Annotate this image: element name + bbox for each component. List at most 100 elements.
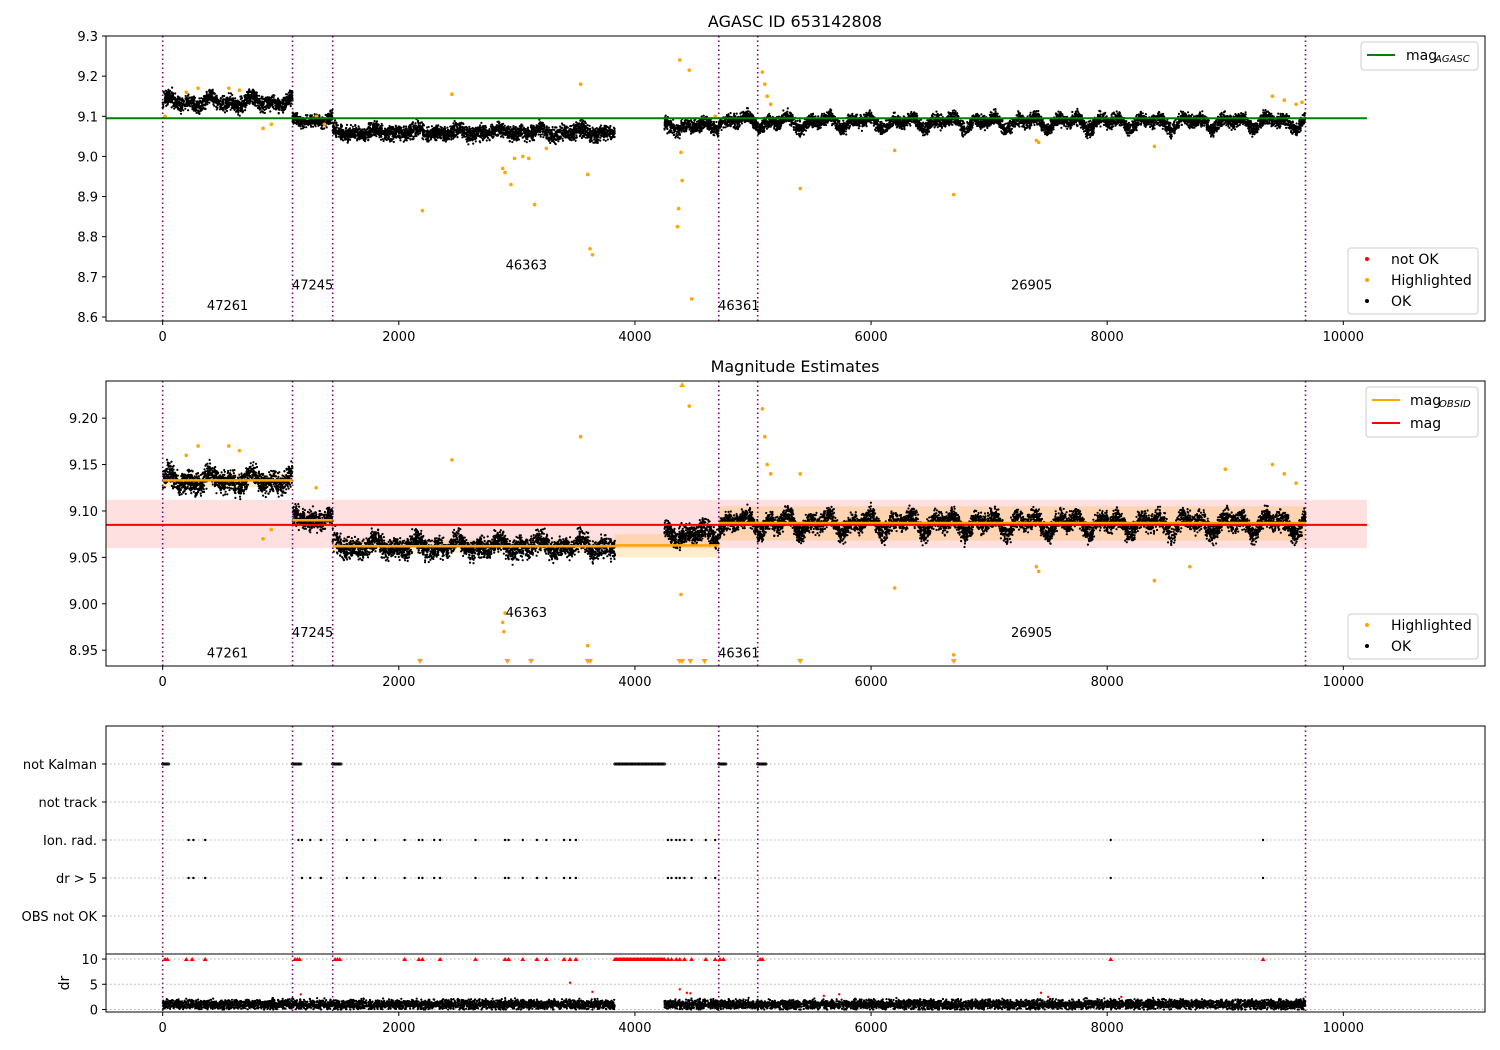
ok-point: [605, 125, 607, 127]
ok-point: [368, 133, 370, 135]
ok-point: [361, 135, 363, 137]
ok-point: [713, 122, 715, 124]
ok-point: [527, 127, 529, 129]
ok-point: [607, 130, 609, 132]
ok-point: [334, 131, 336, 133]
ok-point: [290, 105, 292, 107]
ok-point: [498, 131, 500, 133]
ok-point: [422, 128, 424, 130]
ok-point: [585, 127, 587, 129]
ok-point: [558, 137, 560, 139]
ok-point: [473, 131, 475, 133]
ok-point: [223, 95, 225, 97]
ok-point: [239, 96, 241, 98]
ok-point: [253, 92, 255, 94]
ok-point: [496, 135, 498, 137]
ok-point: [515, 126, 517, 128]
ok-point: [436, 133, 438, 135]
ok-point: [236, 106, 238, 108]
ok-point: [190, 100, 192, 102]
ok-point: [523, 131, 525, 133]
ok-point: [239, 115, 241, 117]
ok-point: [228, 104, 230, 106]
ok-point: [567, 127, 569, 129]
ok-point: [349, 127, 351, 129]
ok-point: [380, 136, 382, 138]
ok-point: [166, 96, 168, 98]
ok-point: [542, 129, 544, 131]
ok-point: [430, 131, 432, 133]
ok-point: [390, 128, 392, 130]
ok-point: [350, 124, 352, 126]
ok-point: [187, 93, 189, 95]
ok-point: [405, 137, 407, 139]
ok-point: [492, 137, 494, 139]
ok-point: [497, 129, 499, 131]
ok-point: [406, 139, 408, 141]
ok-point: [182, 109, 184, 111]
ok-point: [554, 133, 556, 135]
ok-point: [244, 109, 246, 111]
ok-point: [380, 139, 382, 141]
ok-point: [204, 108, 206, 110]
ok-point: [272, 101, 274, 103]
ok-point: [162, 104, 164, 106]
ok-point: [252, 103, 254, 105]
ok-point: [379, 130, 381, 132]
ok-point: [212, 89, 214, 91]
ok-point: [414, 127, 416, 129]
ok-point: [512, 125, 514, 127]
ok-point: [597, 134, 599, 136]
ok-point: [252, 95, 254, 97]
ok-point: [434, 139, 436, 141]
ok-point: [331, 109, 333, 111]
ok-point: [393, 129, 395, 131]
ok-point: [427, 137, 429, 139]
ok-point: [532, 136, 534, 138]
ok-point: [354, 125, 356, 127]
ok-point: [351, 136, 353, 138]
ok-point: [572, 129, 574, 131]
ok-point: [571, 135, 573, 137]
ok-point: [288, 92, 290, 94]
ok-point: [290, 102, 292, 104]
ok-point: [548, 137, 550, 139]
ok-point: [424, 135, 426, 137]
ok-point: [342, 129, 344, 131]
ok-point: [500, 126, 502, 128]
ok-point: [240, 110, 242, 112]
ok-point: [514, 131, 516, 133]
panel1-title: AGASC ID 653142808: [708, 12, 882, 31]
ok-point: [313, 122, 315, 124]
ok-point: [327, 113, 329, 115]
ok-point: [419, 122, 421, 124]
ok-point: [461, 136, 463, 138]
ok-point: [296, 120, 298, 122]
ok-point: [346, 124, 348, 126]
ok-point: [563, 127, 565, 129]
ok-point: [353, 132, 355, 134]
ok-point: [667, 123, 669, 125]
ok-point: [437, 124, 439, 126]
ok-point: [585, 122, 587, 124]
ok-point: [536, 124, 538, 126]
ok-point: [713, 134, 715, 136]
ok-point: [708, 122, 710, 124]
ok-point: [186, 102, 188, 104]
ok-point: [312, 126, 314, 128]
ok-point: [469, 134, 471, 136]
ok-point: [404, 131, 406, 133]
ok-point: [352, 126, 354, 128]
ok-point: [531, 133, 533, 135]
ok-point: [172, 94, 174, 96]
ok-point: [566, 135, 568, 137]
ok-point: [548, 127, 550, 129]
ok-point: [440, 126, 442, 128]
ok-point: [453, 126, 455, 128]
ok-point: [438, 133, 440, 135]
ok-point: [360, 129, 362, 131]
ok-point: [217, 100, 219, 102]
ok-point: [480, 129, 482, 131]
ok-point: [676, 124, 678, 126]
ok-point: [203, 99, 205, 101]
